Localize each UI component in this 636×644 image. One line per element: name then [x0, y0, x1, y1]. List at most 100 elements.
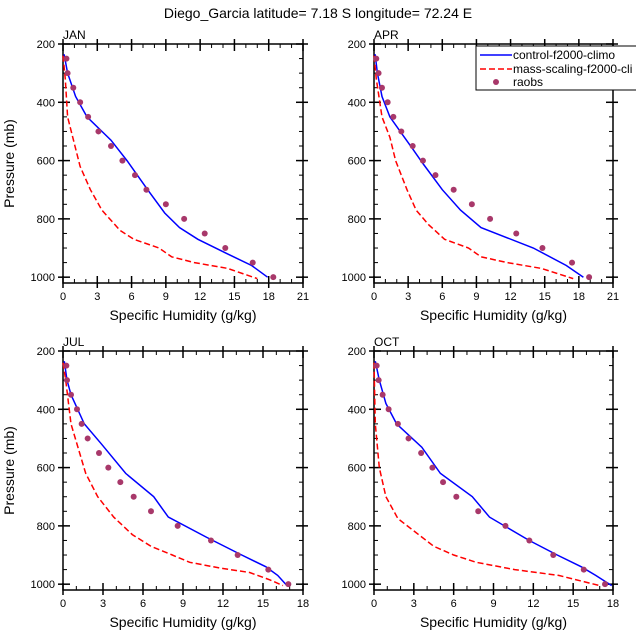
y-tick-label: 200 — [37, 346, 55, 358]
x-axis-label: Specific Humidity (g/kg) — [420, 614, 567, 630]
legend-entry: raobs — [513, 75, 543, 89]
control-line — [374, 361, 613, 587]
panel-label: JUL — [63, 335, 85, 349]
chart-title: Diego_Garcia latitude= 7.18 S longitude=… — [164, 5, 472, 21]
raobs-point — [201, 230, 208, 237]
raobs-point — [450, 186, 457, 193]
x-tick-label: 6 — [439, 291, 445, 303]
raobs-point — [405, 435, 412, 442]
mass-scaling-line — [373, 55, 574, 280]
raobs-point — [379, 391, 386, 398]
control-line — [63, 361, 288, 587]
raobs-point — [181, 215, 188, 222]
raobs-point — [513, 230, 520, 237]
legend-entry: control-f2000-climo — [513, 48, 615, 62]
raobs-point — [74, 406, 80, 413]
x-tick-label: 15 — [539, 291, 551, 303]
x-tick-label: 21 — [297, 291, 309, 303]
raobs-point — [375, 377, 382, 384]
raobs-point — [78, 420, 85, 427]
x-tick-label: 12 — [217, 598, 229, 610]
x-tick-label: 0 — [371, 291, 377, 303]
raobs-point — [409, 143, 416, 150]
y-tick-label: 400 — [37, 97, 55, 109]
raobs-point — [63, 55, 70, 62]
panel-oct: OCT 200 400 600 800 1000 0 3 6 9 12 15 18 Specific Hu… — [342, 335, 620, 630]
raobs-point — [117, 479, 124, 486]
raobs-point — [468, 201, 475, 208]
y-tick-label: 1000 — [342, 579, 366, 591]
raobs-point — [385, 406, 392, 413]
x-tick-label: 0 — [371, 598, 377, 610]
y-tick-label: 400 — [37, 404, 55, 416]
legend-box — [475, 45, 636, 91]
raobs-point — [586, 274, 593, 281]
panel-label: APR — [374, 28, 399, 42]
raobs-point — [418, 450, 425, 457]
x-tick-label: 12 — [504, 291, 516, 303]
legend-raobs-marker — [493, 79, 499, 85]
x-tick-label: 3 — [411, 598, 417, 610]
raobs-point — [105, 464, 112, 471]
y-tick-label: 1000 — [31, 272, 55, 284]
raobs-point — [378, 84, 385, 91]
raobs-point — [270, 274, 277, 281]
x-axis-label: Specific Humidity (g/kg) — [109, 614, 256, 630]
raobs-point — [130, 493, 137, 500]
y-tick-label: 800 — [348, 214, 366, 226]
x-tick-label: 9 — [473, 291, 479, 303]
panel-apr: APR 200 400 600 800 1000 0 3 6 9 12 15 18 21 Specific … — [342, 28, 620, 323]
panel-jul: JUL 200 400 600 800 1000 0 3 6 9 12 15 18 Specific Hu… — [1, 335, 309, 630]
x-tick-label: 6 — [129, 291, 135, 303]
y-tick-label: 400 — [348, 97, 366, 109]
raobs-point — [64, 70, 71, 77]
y-tick-label: 600 — [348, 463, 366, 475]
x-tick-label: 15 — [257, 598, 269, 610]
y-axis-label: Pressure (mb) — [1, 426, 17, 515]
x-tick-label: 0 — [60, 598, 66, 610]
y-tick-label: 600 — [37, 463, 55, 475]
raobs-point — [373, 55, 380, 62]
x-tick-label: 12 — [194, 291, 206, 303]
x-axis-label: Specific Humidity (g/kg) — [420, 307, 567, 323]
x-tick-label: 9 — [180, 598, 186, 610]
raobs-point — [569, 259, 576, 266]
raobs-point — [84, 435, 91, 442]
raobs-point — [148, 508, 154, 515]
legend-entry: mass-scaling-f2000-cli — [513, 62, 632, 76]
raobs-point — [429, 464, 436, 471]
y-tick-label: 200 — [348, 346, 366, 358]
y-tick-label: 1000 — [31, 579, 55, 591]
plot-frame — [373, 43, 614, 284]
x-tick-label: 18 — [297, 598, 309, 610]
raobs-point — [502, 522, 509, 529]
x-tick-label: 6 — [140, 598, 146, 610]
raobs-point — [108, 143, 114, 150]
raobs-point — [70, 84, 77, 91]
raobs-point — [390, 113, 397, 120]
plot-frame — [373, 350, 614, 591]
raobs-point — [373, 362, 380, 369]
raobs-point — [394, 420, 401, 427]
y-axis-label: Pressure (mb) — [1, 119, 17, 208]
raobs-point — [453, 493, 460, 500]
raobs-point — [487, 215, 494, 222]
x-axis-label: Specific Humidity (g/kg) — [109, 307, 256, 323]
raobs-point — [526, 537, 533, 544]
y-tick-label: 800 — [37, 214, 55, 226]
x-tick-label: 6 — [451, 598, 457, 610]
control-line — [63, 54, 269, 278]
raobs-point — [419, 157, 426, 164]
x-tick-label: 3 — [94, 291, 100, 303]
x-tick-label: 15 — [228, 291, 240, 303]
raobs-point — [384, 99, 391, 106]
raobs-point — [119, 157, 126, 164]
y-tick-label: 800 — [348, 521, 366, 533]
raobs-point — [432, 172, 439, 179]
raobs-point — [222, 245, 229, 252]
x-tick-label: 15 — [567, 598, 579, 610]
y-tick-label: 200 — [348, 39, 366, 51]
raobs-point — [85, 113, 92, 120]
raobs-point — [132, 172, 138, 179]
